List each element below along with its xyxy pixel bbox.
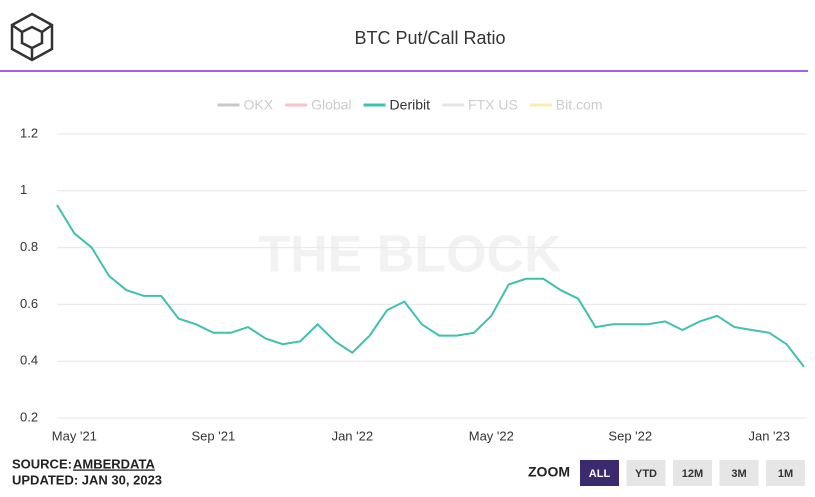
legend-label: FTX US — [468, 97, 518, 113]
zoom-button-label[interactable]: ALL — [589, 468, 611, 480]
legend-label: OKX — [244, 97, 274, 113]
y-tick-label: 1.2 — [20, 125, 38, 140]
zoom-button[interactable] — [673, 460, 712, 486]
y-tick-label: 0.4 — [20, 353, 38, 368]
legend-item[interactable]: FTX US — [442, 97, 518, 113]
y-tick-label: 1 — [20, 182, 27, 197]
zoom-label: ZOOM — [528, 464, 570, 480]
chart-title: BTC Put/Call Ratio — [354, 28, 505, 48]
legend-item[interactable]: Bit.com — [529, 97, 603, 113]
x-tick-label: May '22 — [469, 428, 514, 443]
watermark: THE BLOCK — [258, 226, 562, 284]
zoom-button[interactable] — [719, 460, 759, 486]
zoom-button[interactable] — [766, 460, 805, 486]
x-tick-label: Jan '22 — [332, 428, 374, 443]
updated: UPDATED: JAN 30, 2023 — [12, 472, 162, 487]
zoom-button-label[interactable]: 1M — [778, 468, 793, 480]
legend-item[interactable]: OKX — [217, 97, 274, 113]
legend-label: Global — [311, 97, 351, 113]
source-label: SOURCE: — [12, 456, 72, 471]
legend-label: Deribit — [390, 97, 431, 113]
legend-item[interactable]: Deribit — [363, 97, 431, 113]
zoom-button-label[interactable]: 3M — [731, 468, 746, 480]
zoom-button[interactable] — [626, 460, 666, 486]
zoom-button[interactable] — [580, 460, 619, 486]
x-tick-label: May '21 — [52, 428, 97, 443]
logo — [10, 12, 54, 62]
zoom-button-label[interactable]: 12M — [682, 468, 703, 480]
x-tick-label: Sep '21 — [192, 428, 236, 443]
y-tick-label: 0.6 — [20, 296, 38, 311]
y-tick-label: 0.2 — [20, 409, 38, 424]
data-line — [56, 204, 805, 368]
x-tick-label: Jan '23 — [748, 428, 790, 443]
legend-item[interactable]: Global — [285, 97, 352, 113]
x-tick-label: Sep '22 — [608, 428, 652, 443]
legend-label: Bit.com — [556, 97, 603, 113]
y-tick-label: 0.8 — [20, 239, 38, 254]
legend: OKX Global Deribit FTX US Bit.com — [217, 97, 603, 113]
source-link[interactable]: AMBERDATA — [73, 456, 155, 471]
zoom-button-label[interactable]: YTD — [635, 468, 657, 480]
